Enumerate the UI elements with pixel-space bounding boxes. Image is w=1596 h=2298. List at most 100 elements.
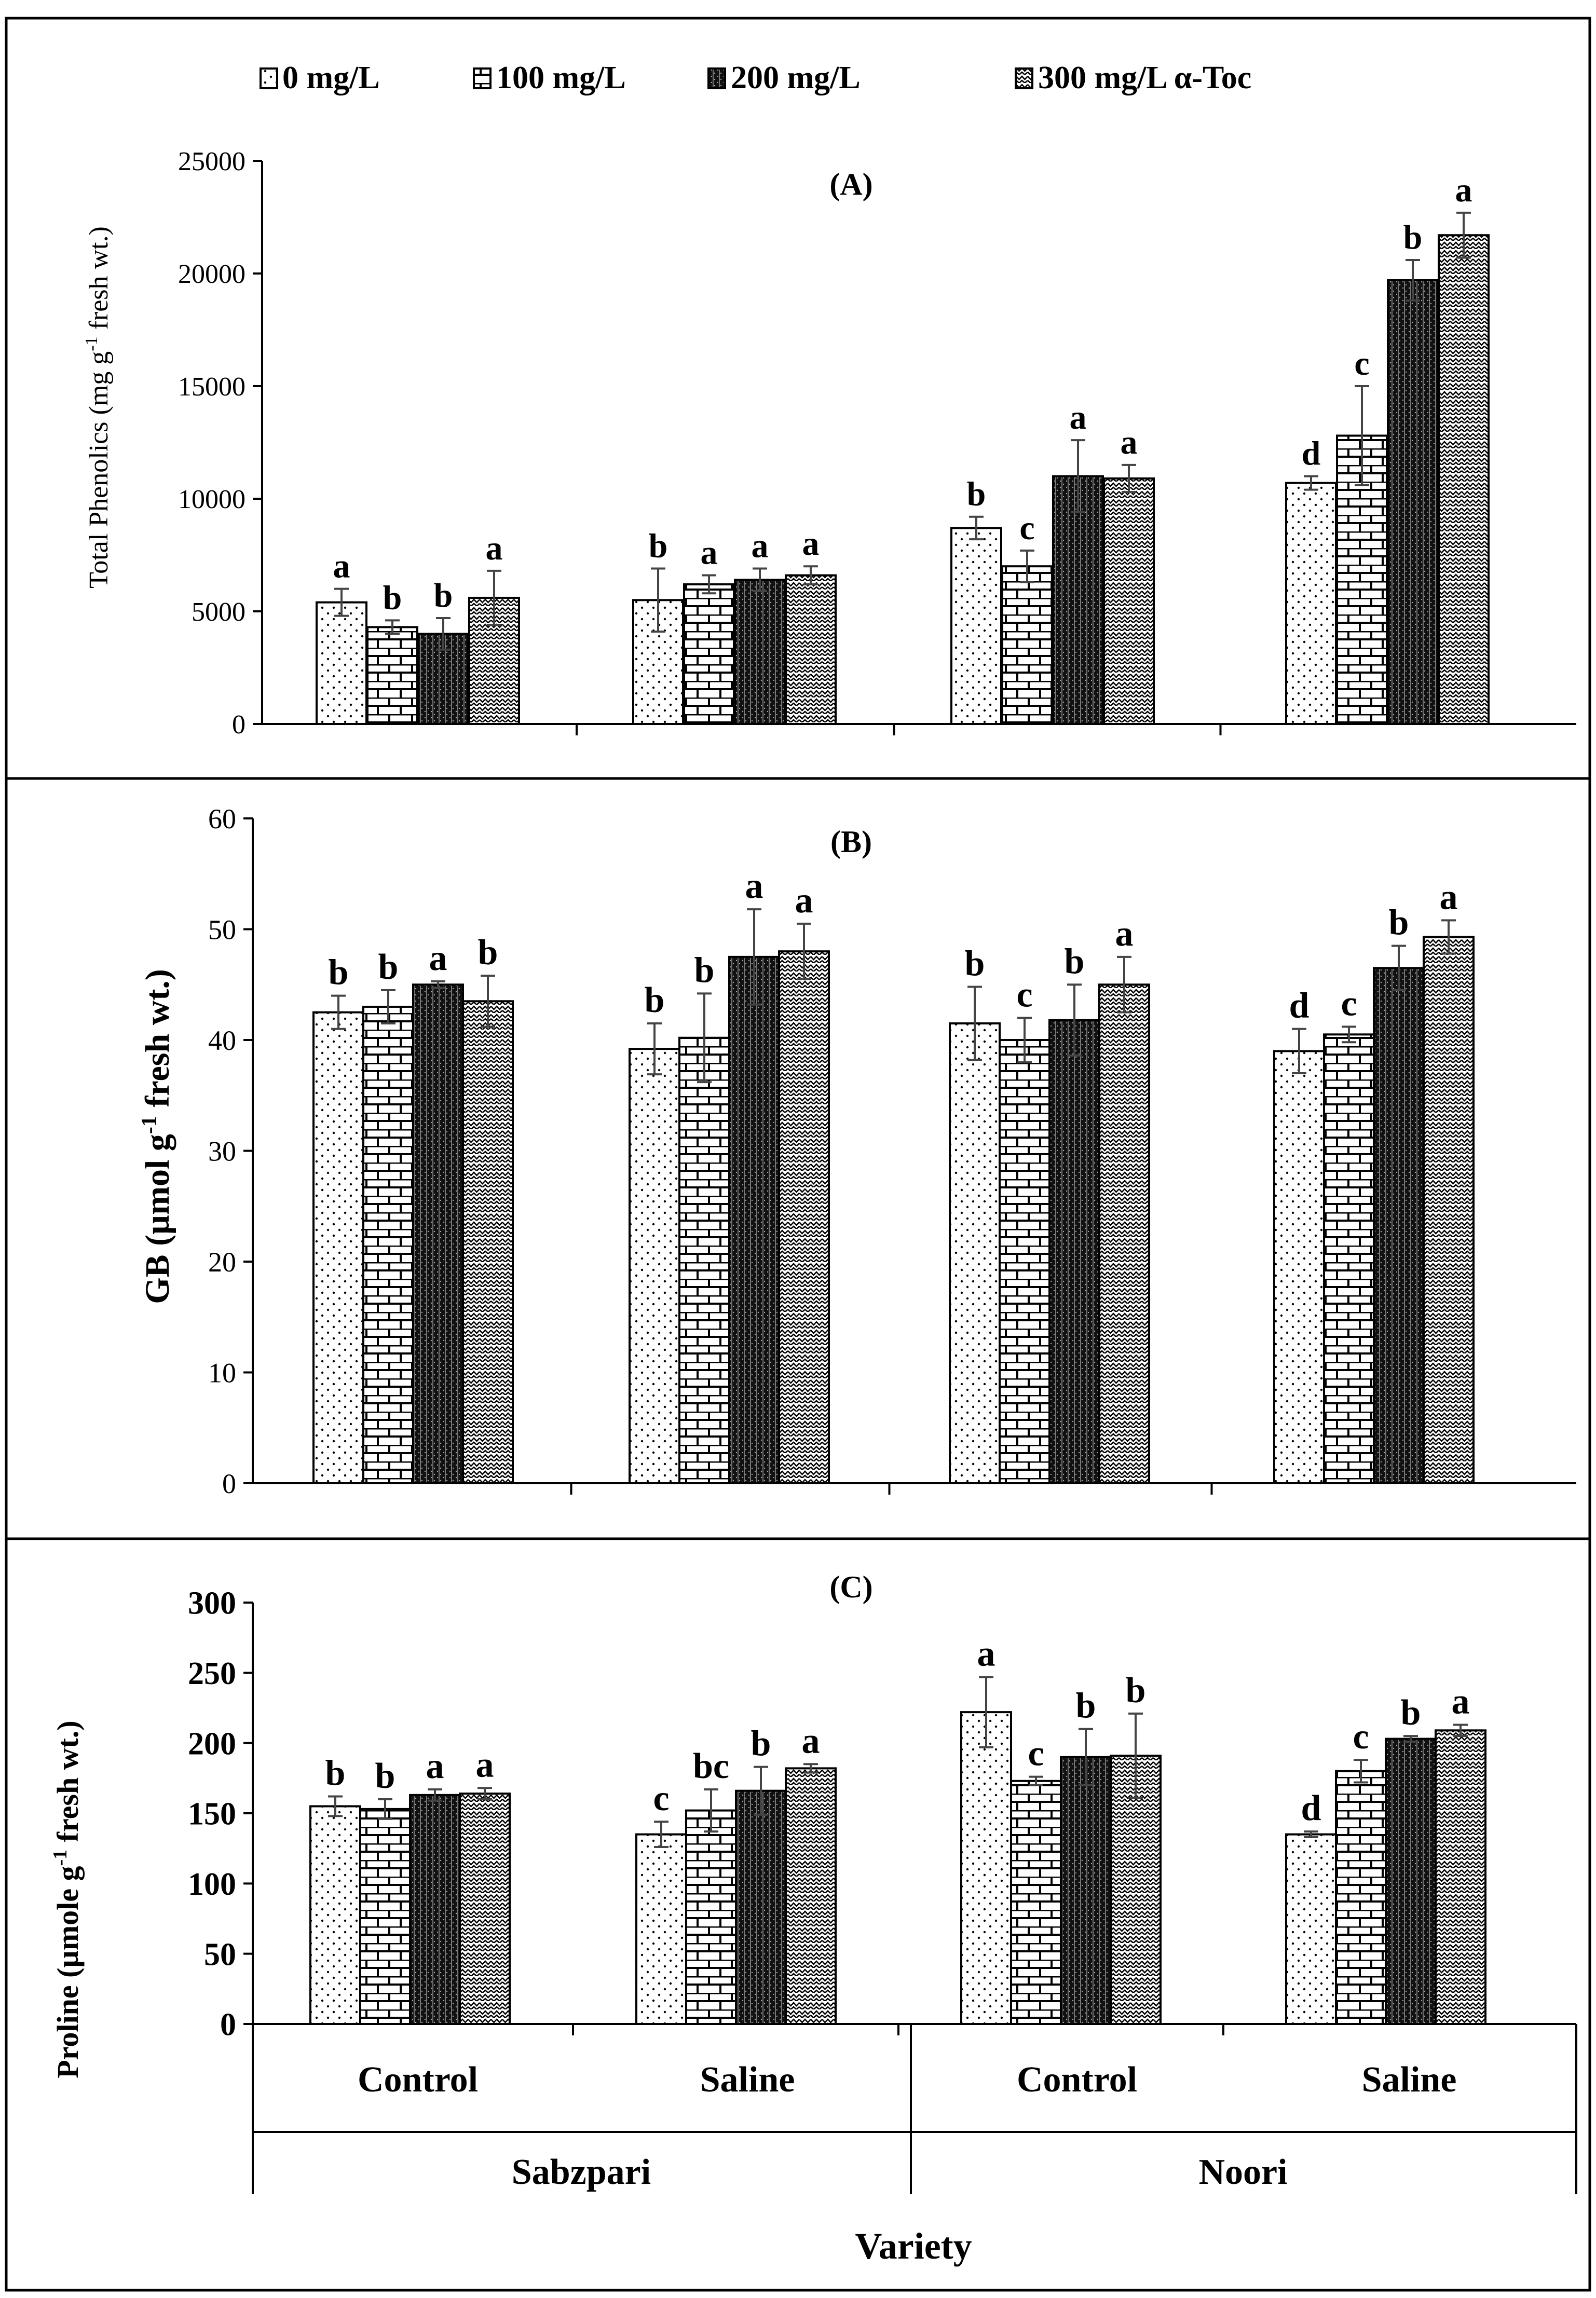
- panel-a-significance-letter: a: [701, 534, 718, 572]
- legend-swatch-2: [707, 67, 726, 89]
- panel-a-bar: [366, 626, 418, 725]
- panel-c-ytick-label: 100: [188, 1867, 236, 1902]
- panel-c-bar: [635, 1833, 687, 2026]
- panel-c-bar: [359, 1808, 411, 2025]
- group-label-noori-saline: Saline: [1362, 2060, 1457, 2100]
- panel-a-bar: [1052, 475, 1104, 725]
- legend-swatch-1: [473, 67, 492, 89]
- legend: 0 mg/L 100 mg/L 200 mg/L 300 mg/L α-Toc: [260, 60, 1251, 95]
- panel-c-significance-letter: b: [325, 1754, 346, 1794]
- panel-c-ytick-label: 150: [188, 1797, 236, 1832]
- panel-c-ytick-label: 250: [188, 1656, 236, 1691]
- panel-a-bar: [1387, 279, 1439, 725]
- panel-b-ytick-label: 0: [222, 1468, 236, 1499]
- panel-a-bar: [683, 583, 735, 726]
- panel-c-significance-letter: b: [1076, 1686, 1096, 1726]
- legend-label-3: 300 mg/L α-Toc: [1038, 60, 1251, 95]
- panel-c-significance-letter: c: [1028, 1734, 1044, 1774]
- panel-c-significance-letter: d: [1301, 1788, 1321, 1828]
- panel-a-significance-letter: d: [1302, 435, 1321, 473]
- panel-c-bar: [409, 1794, 461, 2025]
- panel-b-bar: [629, 1048, 680, 1484]
- panel-a-significance-letter: b: [967, 475, 986, 513]
- panel-c-bar: [459, 1793, 511, 2026]
- category-axis-table: Control Saline Control Saline Sabzpari N…: [252, 2024, 1577, 2267]
- panel-c-significance-letter: b: [1401, 1693, 1421, 1733]
- panel-c-significance-letter: bc: [693, 1746, 729, 1786]
- panel-a-bar: [316, 601, 367, 726]
- panel-c-significance-letter: a: [977, 1634, 995, 1674]
- panel-b-bar: [1048, 1019, 1100, 1484]
- panel-b-significance-letter: c: [1341, 983, 1357, 1023]
- panel-b-ylabel: GB (µmol g-1 fresh wt.): [138, 969, 176, 1304]
- panel-c-bar: [1110, 1755, 1162, 2025]
- panel-b-ytick-label: 20: [208, 1247, 236, 1278]
- variety-label-sabzpari: Sabzpari: [512, 2152, 651, 2192]
- panel-a-ytick-label: 10000: [178, 485, 245, 514]
- panel-a-significance-letter: a: [333, 548, 350, 585]
- panel-b-significance-letter: b: [694, 950, 715, 990]
- panel-b-ytick-label: 50: [208, 914, 236, 945]
- panel-b-bar: [1423, 936, 1475, 1484]
- panel-c-significance-letter: b: [1126, 1671, 1146, 1711]
- group-label-sabzpari-saline: Saline: [700, 2060, 795, 2100]
- panel-c-bar: [1435, 1729, 1486, 2025]
- panel-a-significance-letter: a: [1121, 423, 1138, 461]
- panel-b-ytick-label: 30: [208, 1136, 236, 1167]
- panel-c-ylabel-main: Proline (µmole g: [51, 1866, 85, 2078]
- panel-a-significance-letter: b: [1403, 218, 1423, 256]
- panel-b-significance-letter: a: [1440, 877, 1458, 917]
- legend-label-0: 0 mg/L: [282, 60, 380, 95]
- panel-b-bar: [949, 1022, 1001, 1484]
- panel-c-significance-letter: a: [802, 1721, 820, 1761]
- panel-a-ylabel-main: Total Phenolics (mg g: [84, 351, 114, 589]
- panel-a-significance-letter: c: [1019, 509, 1034, 547]
- panel-b-significance-letter: b: [1389, 903, 1409, 943]
- panel-a-ytick-label: 5000: [192, 597, 245, 627]
- legend-label-2: 200 mg/L: [731, 60, 861, 95]
- group-label-sabzpari-control: Control: [358, 2060, 478, 2100]
- panel-b-significance-letter: a: [1115, 914, 1134, 954]
- panel-b-ytick-label: 10: [208, 1357, 236, 1388]
- panel-b-significance-letter: b: [329, 953, 349, 993]
- panel-c-bar: [1335, 1770, 1387, 2026]
- panel-b-bar: [362, 1005, 414, 1484]
- panel-a-bar: [1336, 434, 1388, 725]
- panel-b-bar: [462, 1000, 514, 1484]
- panel-a-significance-letter: a: [1070, 399, 1087, 436]
- panel-b-significance-letter: b: [478, 933, 498, 973]
- panel-a-ylabel-end: fresh wt.): [84, 226, 114, 336]
- panel-a-significance-letter: a: [752, 527, 769, 565]
- panel-c-ytick-label: 0: [220, 2007, 236, 2043]
- panel-c-ytick-label: 200: [188, 1726, 236, 1761]
- panel-c-ylabel: Proline (µmole g-1 fresh wt.): [49, 1720, 85, 2078]
- panel-b-bar: [1373, 967, 1425, 1484]
- panel-c-bar: [685, 1809, 737, 2025]
- panel-c-bar: [309, 1805, 361, 2025]
- legend-label-1: 100 mg/L: [496, 60, 626, 95]
- panel-b-significance-letter: a: [745, 866, 763, 906]
- panel-b-bar: [312, 1011, 364, 1484]
- panel-b-bar: [1323, 1033, 1375, 1484]
- panel-c-significance-letter: a: [476, 1745, 494, 1785]
- panel-a-bar: [734, 579, 786, 725]
- panel-c-significance-letter: a: [1452, 1681, 1470, 1721]
- panel-b-ylabel-main: GB (µmol g: [139, 1134, 176, 1304]
- panel-c-title: (C): [829, 1570, 872, 1604]
- panel-c-significance-letter: b: [751, 1724, 771, 1764]
- panel-b-ytick-label: 40: [208, 1025, 236, 1056]
- panel-a-bar: [785, 574, 837, 726]
- panel-a-bar: [1001, 565, 1053, 725]
- panel-a-significance-letter: b: [649, 527, 668, 565]
- panel-a-bar: [1438, 234, 1490, 726]
- panel-a-ytick-label: 25000: [178, 147, 245, 176]
- variety-label-noori: Noori: [1198, 2152, 1287, 2192]
- panel-a-title: (A): [829, 167, 872, 201]
- panel-a-significance-letter: b: [434, 577, 453, 614]
- panel-c-bar: [1385, 1738, 1437, 2025]
- panel-b-ylabel-sup: -1: [138, 1116, 161, 1134]
- panel-c-bar: [1285, 1833, 1337, 2026]
